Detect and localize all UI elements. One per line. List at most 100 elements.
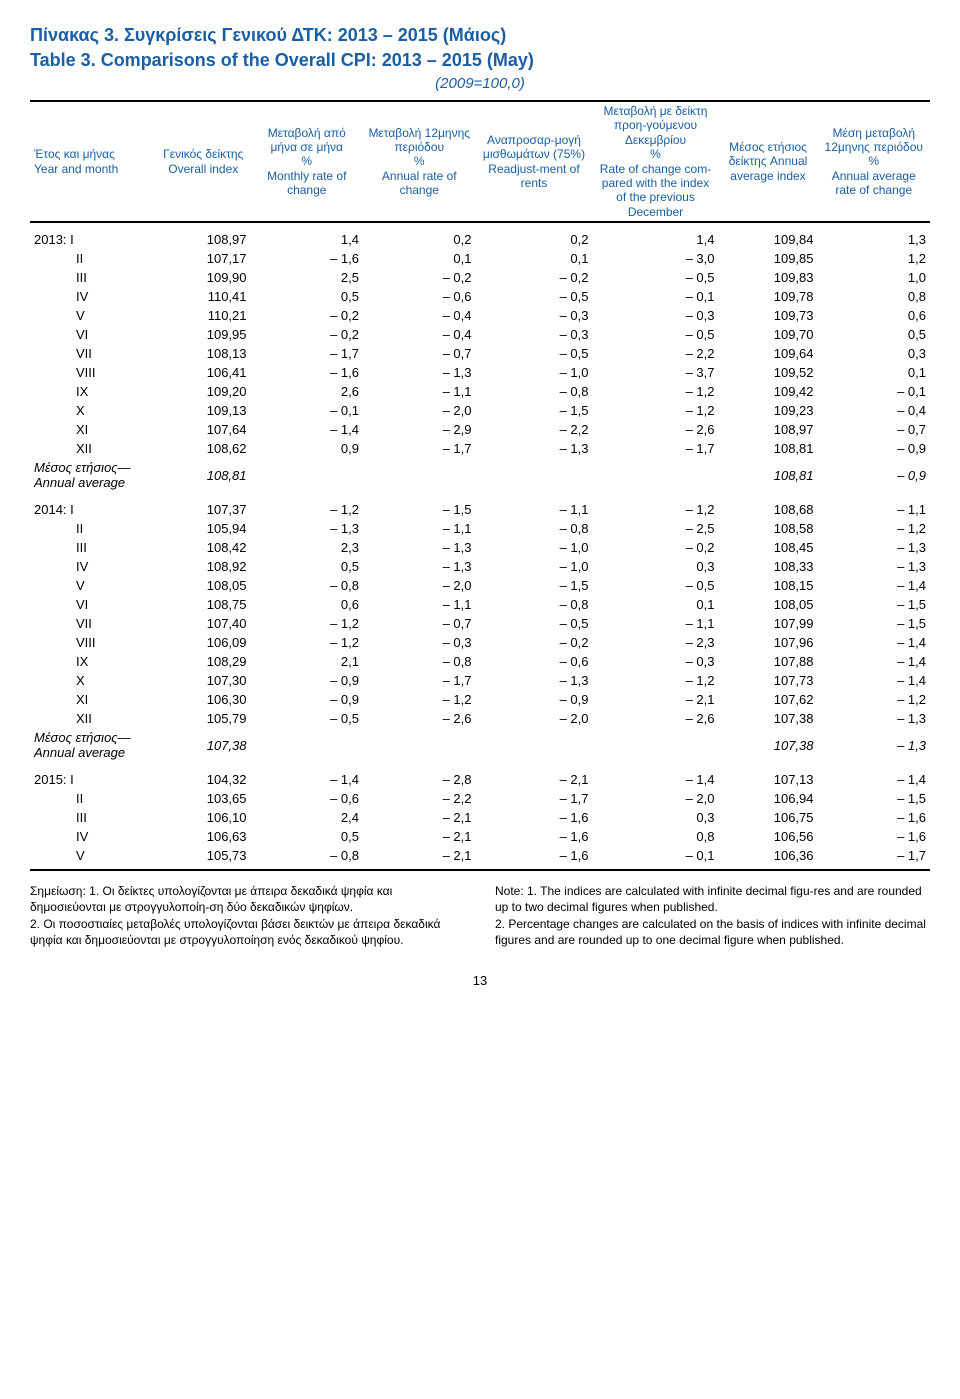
cell-value: 107,96: [719, 633, 818, 652]
row-label: II: [30, 519, 156, 538]
cell-value: 107,38: [719, 709, 818, 728]
row-label: IV: [30, 287, 156, 306]
cell-value: – 1,6: [251, 249, 364, 268]
cell-value: 106,10: [156, 808, 251, 827]
cell-value: – 0,3: [593, 652, 719, 671]
cell-value: – 1,1: [363, 595, 476, 614]
cell-value: – 0,7: [363, 344, 476, 363]
cell-value: 0,5: [251, 287, 364, 306]
cell-value: – 1,4: [818, 576, 931, 595]
cell-value: 105,79: [156, 709, 251, 728]
cell-value: – 0,3: [476, 325, 593, 344]
cell-value: – 0,6: [363, 287, 476, 306]
cell-value: 109,90: [156, 268, 251, 287]
cell-value: – 2,1: [476, 770, 593, 789]
cell-value: – 2,3: [593, 633, 719, 652]
cell-value: – 1,5: [818, 614, 931, 633]
row-label: XI: [30, 420, 156, 439]
cell-value: 2,3: [251, 538, 364, 557]
cell-value: 110,41: [156, 287, 251, 306]
row-label: 2014: I: [30, 500, 156, 519]
cell-value: – 2,6: [593, 420, 719, 439]
col-header-avg-index: Μέσος ετήσιος δείκτης Annual average ind…: [719, 101, 818, 222]
cell-value: [476, 458, 593, 492]
cell-value: 2,1: [251, 652, 364, 671]
cell-value: – 1,4: [818, 633, 931, 652]
cell-value: 108,75: [156, 595, 251, 614]
col-header-monthly-change: Μεταβολή από μήνα σε μήνα % Monthly rate…: [251, 101, 364, 222]
cell-value: – 0,4: [363, 306, 476, 325]
cell-value: – 0,4: [363, 325, 476, 344]
cell-value: – 1,5: [363, 500, 476, 519]
cell-value: 109,23: [719, 401, 818, 420]
cell-value: – 1,2: [593, 671, 719, 690]
cell-value: – 1,3: [818, 538, 931, 557]
cell-value: – 0,9: [818, 458, 931, 492]
row-label: VII: [30, 614, 156, 633]
table-row: II103,65– 0,6– 2,2– 1,7– 2,0106,94– 1,5: [30, 789, 930, 808]
col-header-period: Έτος και μήνας Year and month: [30, 101, 156, 222]
cell-value: – 1,5: [476, 401, 593, 420]
table-row: X109,13– 0,1– 2,0– 1,5– 1,2109,23– 0,4: [30, 401, 930, 420]
cell-value: 107,17: [156, 249, 251, 268]
cell-value: 107,99: [719, 614, 818, 633]
cell-value: – 1,3: [818, 709, 931, 728]
cell-value: – 1,0: [476, 557, 593, 576]
cell-value: 2,6: [251, 382, 364, 401]
cell-value: 109,73: [719, 306, 818, 325]
cell-value: – 0,5: [593, 576, 719, 595]
row-label: V: [30, 306, 156, 325]
cell-value: – 1,0: [476, 363, 593, 382]
table-row: IX108,292,1– 0,8– 0,6– 0,3107,88– 1,4: [30, 652, 930, 671]
cell-value: – 3,0: [593, 249, 719, 268]
cell-value: – 2,1: [593, 690, 719, 709]
cell-value: 0,1: [593, 595, 719, 614]
cell-value: – 2,2: [593, 344, 719, 363]
cell-value: – 1,4: [251, 420, 364, 439]
cell-value: 0,5: [251, 827, 364, 846]
cell-value: 2,4: [251, 808, 364, 827]
cell-value: – 0,8: [476, 382, 593, 401]
cell-value: 109,95: [156, 325, 251, 344]
cell-value: – 1,1: [363, 382, 476, 401]
cell-value: 107,13: [719, 770, 818, 789]
table-row: VI108,750,6– 1,1– 0,80,1108,05– 1,5: [30, 595, 930, 614]
cell-value: 108,15: [719, 576, 818, 595]
cell-value: – 2,0: [363, 401, 476, 420]
cell-value: – 0,4: [818, 401, 931, 420]
cell-value: 108,13: [156, 344, 251, 363]
col-header-december-change: Μεταβολή με δείκτη προη-γούμενου Δεκεμβρ…: [593, 101, 719, 222]
cell-value: – 1,2: [818, 519, 931, 538]
cell-value: – 0,6: [251, 789, 364, 808]
table-row: 2013: I108,971,40,20,21,4109,841,3: [30, 230, 930, 249]
cell-value: – 0,9: [818, 439, 931, 458]
avg-row-label: Μέσος ετήσιος— Annual average: [30, 728, 156, 762]
cell-value: – 0,2: [251, 325, 364, 344]
cell-value: 0,8: [818, 287, 931, 306]
cell-value: 107,62: [719, 690, 818, 709]
cell-value: – 2,2: [363, 789, 476, 808]
cell-value: – 0,7: [363, 614, 476, 633]
cell-value: – 1,3: [476, 671, 593, 690]
cell-value: 109,13: [156, 401, 251, 420]
table-bottom-rule: [30, 869, 930, 871]
table-row: IX109,202,6– 1,1– 0,8– 1,2109,42– 0,1: [30, 382, 930, 401]
col-header-annual-change: Μεταβολή 12μηνης περιόδου % Annual rate …: [363, 101, 476, 222]
cell-value: 106,94: [719, 789, 818, 808]
cell-value: 0,6: [251, 595, 364, 614]
cell-value: – 1,2: [251, 614, 364, 633]
cell-value: 1,3: [818, 230, 931, 249]
cell-value: – 0,8: [476, 519, 593, 538]
cell-value: 108,33: [719, 557, 818, 576]
cell-value: [251, 728, 364, 762]
table-row: II105,94– 1,3– 1,1– 0,8– 2,5108,58– 1,2: [30, 519, 930, 538]
cell-value: 106,41: [156, 363, 251, 382]
cell-value: 109,78: [719, 287, 818, 306]
page-number: 13: [30, 973, 930, 988]
row-label: IX: [30, 382, 156, 401]
cell-value: – 0,9: [476, 690, 593, 709]
table-row: IV110,410,5– 0,6– 0,5– 0,1109,780,8: [30, 287, 930, 306]
cell-value: 1,4: [593, 230, 719, 249]
cell-value: 0,8: [593, 827, 719, 846]
cell-value: 1,2: [818, 249, 931, 268]
